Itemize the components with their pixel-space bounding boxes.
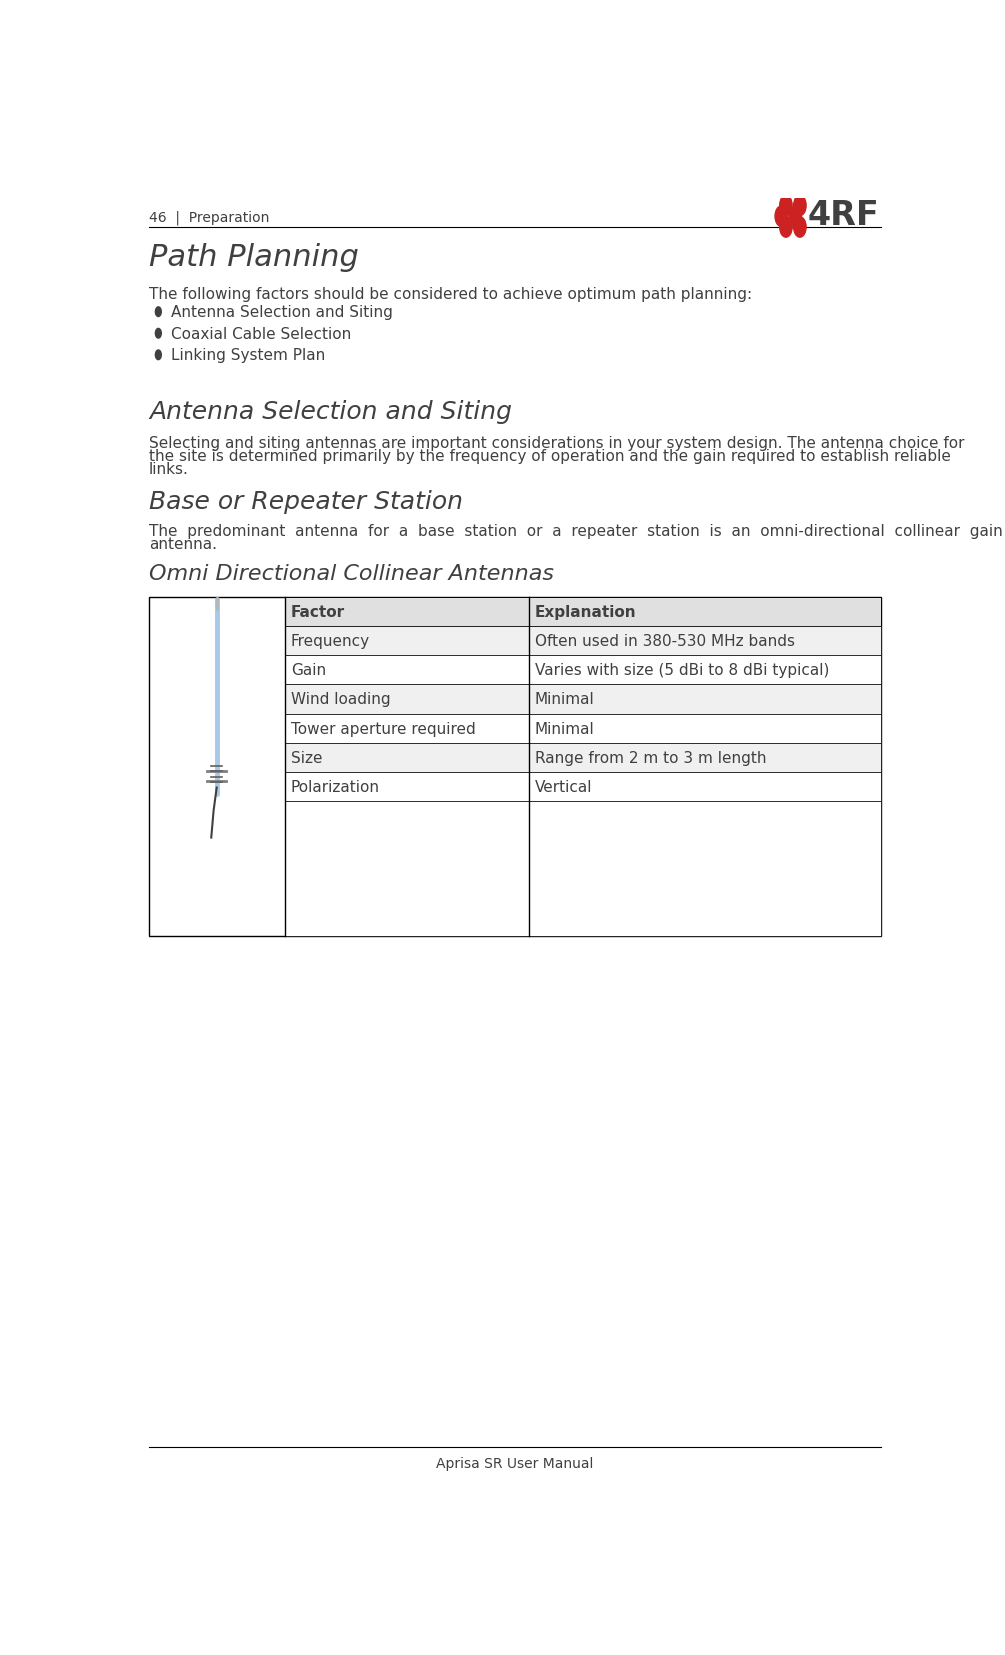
Bar xyxy=(149,597,881,937)
Text: Omni Directional Collinear Antennas: Omni Directional Collinear Antennas xyxy=(149,564,554,584)
Text: Path Planning: Path Planning xyxy=(149,243,359,271)
Text: 46  |  Preparation: 46 | Preparation xyxy=(149,210,269,225)
Text: Gain: Gain xyxy=(290,664,326,679)
Bar xyxy=(284,627,881,655)
Text: The following factors should be considered to achieve optimum path planning:: The following factors should be consider… xyxy=(149,286,752,303)
Text: Range from 2 m to 3 m length: Range from 2 m to 3 m length xyxy=(535,751,767,766)
Circle shape xyxy=(794,218,806,238)
Text: Minimal: Minimal xyxy=(535,692,595,707)
Text: Selecting and siting antennas are important considerations in your system design: Selecting and siting antennas are import… xyxy=(149,435,965,450)
Bar xyxy=(284,803,881,937)
Bar xyxy=(284,715,881,743)
Text: Frequency: Frequency xyxy=(290,634,370,649)
Text: antenna.: antenna. xyxy=(149,536,217,551)
Bar xyxy=(284,655,881,685)
Text: Size: Size xyxy=(290,751,323,766)
Circle shape xyxy=(156,329,161,339)
Text: 4RF: 4RF xyxy=(808,199,879,232)
Text: links.: links. xyxy=(149,462,189,477)
Text: Antenna Selection and Siting: Antenna Selection and Siting xyxy=(149,401,512,424)
Bar xyxy=(284,685,881,715)
Circle shape xyxy=(775,207,788,227)
Text: Wind loading: Wind loading xyxy=(290,692,390,707)
Circle shape xyxy=(156,308,161,318)
Text: Polarization: Polarization xyxy=(290,780,380,794)
Bar xyxy=(284,597,881,627)
Text: The  predominant  antenna  for  a  base  station  or  a  repeater  station  is  : The predominant antenna for a base stati… xyxy=(149,523,1003,538)
Circle shape xyxy=(780,195,792,217)
Bar xyxy=(284,743,881,773)
Text: Tower aperture required: Tower aperture required xyxy=(290,722,475,736)
Text: Factor: Factor xyxy=(290,604,345,619)
Text: Vertical: Vertical xyxy=(535,780,592,794)
Circle shape xyxy=(789,207,801,227)
Circle shape xyxy=(156,351,161,361)
Text: Linking System Plan: Linking System Plan xyxy=(171,348,325,362)
Text: Minimal: Minimal xyxy=(535,722,595,736)
Text: Explanation: Explanation xyxy=(535,604,636,619)
Text: Antenna Selection and Siting: Antenna Selection and Siting xyxy=(171,305,392,319)
Text: Often used in 380-530 MHz bands: Often used in 380-530 MHz bands xyxy=(535,634,795,649)
Circle shape xyxy=(794,195,806,217)
Text: Coaxial Cable Selection: Coaxial Cable Selection xyxy=(171,326,351,341)
Text: Base or Repeater Station: Base or Repeater Station xyxy=(149,490,463,513)
Text: Aprisa SR User Manual: Aprisa SR User Manual xyxy=(436,1456,593,1470)
Bar xyxy=(284,773,881,803)
Text: Varies with size (5 dBi to 8 dBi typical): Varies with size (5 dBi to 8 dBi typical… xyxy=(535,664,829,679)
Text: the site is determined primarily by the frequency of operation and the gain requ: the site is determined primarily by the … xyxy=(149,449,951,463)
Circle shape xyxy=(780,218,792,238)
